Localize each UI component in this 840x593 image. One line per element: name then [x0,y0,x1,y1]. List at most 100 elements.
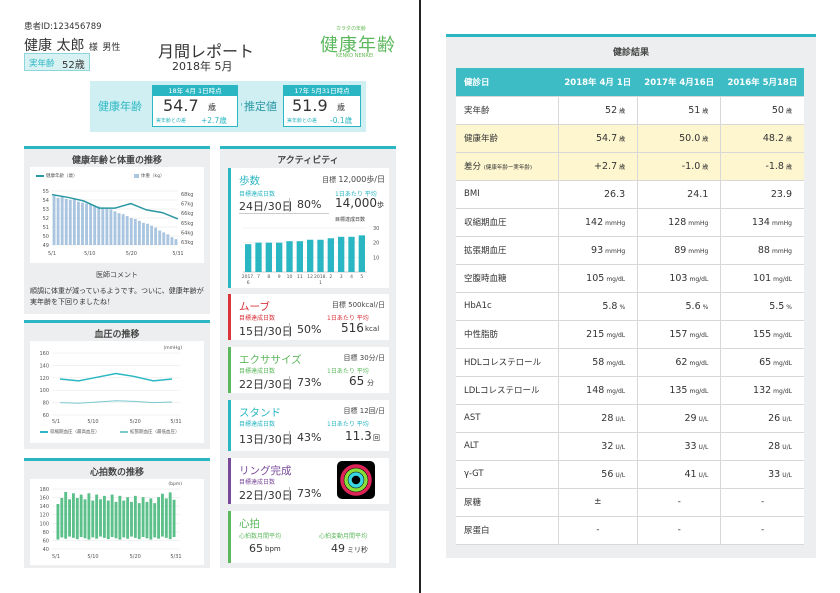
cell-unit: mg/dL [773,331,792,339]
weight-bar [166,234,170,245]
current-age-unit: 歳 [208,103,216,112]
cell-number: 48.2 [762,132,784,144]
steps-bar [327,238,334,272]
x-tick: 5/20 [130,554,141,560]
comment-title: 医師コメント [96,271,138,279]
cell-unit: U/L [698,415,709,423]
table-row: 収縮期血圧 142 mmHg 128 mmHg 134 mmHg [456,208,804,237]
weight-bar [85,203,88,245]
cell-unit: % [786,303,792,311]
row-label: HbA1c [456,292,558,321]
cell-value: 5.6% [637,292,721,321]
steps-bar [245,244,252,272]
hr-bar [99,499,102,537]
weight-bar [56,197,60,245]
cell-value: 26 U/L [720,404,804,433]
stand-goal-label: 目標 [343,407,358,415]
report-title: 月間レポート [158,42,255,61]
cell-number: 33 [684,440,697,452]
y-tick: 180 [39,487,49,493]
cell-value: 105 mg/dL [557,264,638,293]
hr-bar [161,493,164,537]
cell-value: 56 U/L [557,460,638,489]
cell-number: 56 [601,468,614,480]
patient-name: 健康 太郎 [24,38,85,54]
weight-bar [105,208,109,245]
row-label: 実年齢 [456,96,558,125]
y-tick: 160 [39,351,49,357]
row-label-text: γ-GT [464,469,484,479]
y-tick: 40 [43,547,49,553]
exercise-pct: 73% [297,376,322,389]
age-value: 52歳 [62,60,85,71]
estimate-label: 推定値 [242,98,277,114]
bp-unit: (mmHg) [163,345,182,351]
x-tick: 5/31 [170,419,181,425]
cell-value: 50 歳 [720,96,804,125]
cell-number: 5.8 [602,300,618,312]
cell-value: 33 U/L [720,460,804,489]
cell-unit: mg/dL [773,359,792,367]
hr-unit: (bpm) [168,481,182,487]
weight-bar [68,199,72,245]
move-card: ムーブ 目標 500kcal/日 目標達成日数 1日あたり 平均 15日/30日… [228,294,389,340]
cell-unit: % [619,303,626,311]
row-label: 尿蛋白 [456,516,558,545]
ring-days-label: 目標達成日数 [239,479,276,486]
y-tick-right: 68kg [181,192,193,198]
cell-unit: mmHg [771,219,792,227]
cell-unit: mg/dL [606,359,626,367]
cell-number: 155 [753,328,772,340]
hr-bar [87,493,91,540]
cell-value: 28 U/L [557,404,638,433]
hr-chart-card: (bpm) 180 160 140 120 100 80 60 40 5/1 5/10 5/20 5/3… [30,479,204,565]
exercise-goal: 目標 30分/日 [344,353,386,363]
stand-title: スタンド [239,407,281,419]
hr-bar [118,495,122,540]
cell-unit: mmHg [688,247,709,255]
stand-goal-value: 12回/日 [359,407,385,415]
y-tick-right: 63kg [181,240,193,246]
exercise-goal-value: 30分/日 [359,354,385,362]
cell-unit: U/L [782,443,792,451]
weight-bar [158,230,162,245]
x-tick: 5 [360,274,363,280]
cell-value: 50.0 歳 [637,124,721,153]
move-avg-label: 1日あたり 平均 [327,315,369,322]
exercise-goal-label: 目標 [343,354,358,362]
cell-value: - [637,488,721,517]
table-row: γ-GT 56 U/L 41 U/L 33 U/L [456,460,804,489]
cell-value: -1.8 歳 [720,152,804,181]
cell-value: 28 U/L [720,432,804,461]
table-row: 差分 (健康年齢ー実年齢) +2.7 歳 -1.0 歳 -1.8 歳 [456,152,804,181]
cell-number: +2.7 [594,160,618,172]
bp-chart: (mmHg) 160 140 120 100 80 605/1 5/10 5/20 5/31 収縮期… [39,345,182,435]
hr-bar [137,503,141,540]
table-row: 空腹時血糖 105 mg/dL 103 mg/dL 101 mg/dL [456,264,804,293]
cell-value: 32 U/L [557,432,638,461]
cell-unit: mg/dL [689,331,709,339]
patient-id: 患者ID:123456789 [24,22,102,32]
hr-bar [110,494,114,537]
hr-bar [75,498,79,540]
x-tick: 10 [287,274,293,280]
cell-value: 215 mg/dL [557,320,638,349]
weight-bar [52,195,56,245]
row-label-text: 実年齢 [464,106,490,116]
cell-unit: 歳 [619,107,626,115]
steps-bar [307,239,314,272]
move-avg: 516 [341,321,364,335]
legend-sys-swatch [40,431,48,433]
hr-bar [130,501,133,537]
steps-bar [338,236,345,272]
y-tick-right: 67kg [181,202,193,208]
move-sep [289,323,290,337]
cell-number: 65 [759,356,772,368]
heart-var-unit: ミリ秒 [347,546,368,554]
cell-number: 54.7 [595,132,618,144]
exercise-title: エクササイズ [239,354,302,366]
x-tick: 5/1 [52,554,60,560]
cell-unit: 歳 [702,163,709,171]
y-tick-right: 65kg [181,221,193,227]
table-row: 拡張期血圧 93 mmHg 89 mmHg 88 mmHg [456,236,804,265]
